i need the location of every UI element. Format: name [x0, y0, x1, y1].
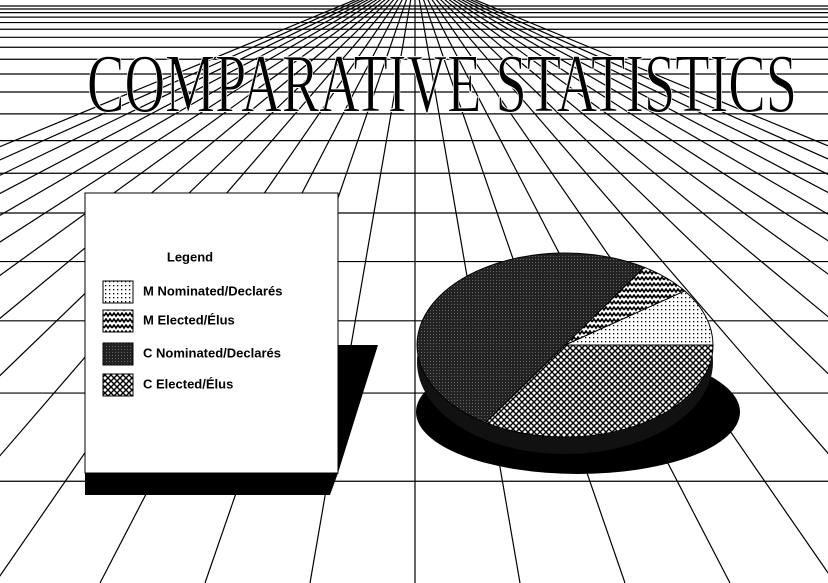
legend-swatch [102, 373, 134, 397]
grid-line [435, 0, 828, 455]
grid-line [448, 0, 828, 275]
pie-slice [416, 252, 646, 424]
grid-line [452, 0, 828, 242]
grid-line [465, 0, 828, 175]
pie-slice [564, 290, 714, 346]
pie [416, 252, 714, 438]
legend-item: M Elected/Élus [143, 312, 235, 327]
grid-line [0, 0, 365, 176]
legend-item: C Elected/Élus [143, 376, 233, 391]
grid-line [0, 0, 378, 243]
legend-item: M Nominated/Declarés [143, 283, 282, 298]
legend-swatch [102, 309, 134, 333]
legend-item: C Nominated/Declarés [143, 345, 281, 360]
legend-box [84, 192, 339, 474]
grid-line [0, 0, 374, 216]
pie-slice [484, 344, 714, 438]
chart-title: COMPARATIVE STATISTICS [87, 37, 797, 130]
grid-line [444, 0, 828, 318]
grid-line [456, 0, 828, 215]
grid-line [0, 0, 361, 161]
grid-line [461, 0, 828, 194]
grid-line [0, 0, 369, 195]
grid-line [0, 0, 386, 320]
grid-line [469, 0, 828, 160]
legend-title: Legend [167, 249, 213, 264]
grid-line [0, 0, 357, 148]
legend-swatch [102, 280, 134, 304]
legend: M Nominated/Declarés M Elected/Élus C Nomi… [102, 280, 282, 397]
legend-swatch [102, 342, 134, 366]
grid-line [440, 0, 828, 375]
grid-line [0, 0, 382, 277]
grid-line [473, 0, 828, 147]
